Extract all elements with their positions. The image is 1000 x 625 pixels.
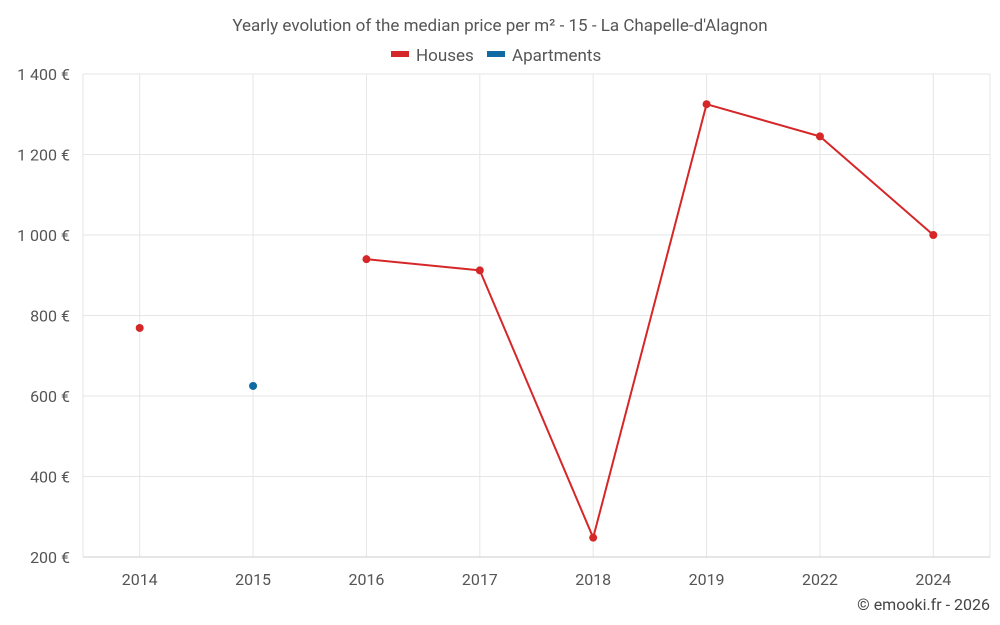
x-tick-label: 2016 <box>348 570 384 589</box>
legend-swatch-apartments[interactable] <box>487 51 505 57</box>
y-tick-label: 600 € <box>30 387 70 406</box>
legend-swatch-houses[interactable] <box>391 51 409 57</box>
data-point-houses[interactable] <box>702 100 711 109</box>
series-line-houses <box>366 103 934 539</box>
data-point-houses[interactable] <box>135 323 144 332</box>
x-tick-label: 2015 <box>235 570 271 589</box>
axis-layer: 200 € 400 € 600 € 800 € 1 000 € 1 200 € 1 400 … <box>17 65 990 589</box>
y-tick-label: 1 400 € <box>17 65 70 84</box>
legend-label-apartments[interactable]: Apartments <box>512 46 601 66</box>
x-tick-label: 2017 <box>462 570 498 589</box>
series-layer <box>135 100 938 542</box>
y-tick-label: 1 000 € <box>17 226 70 245</box>
x-tick-label: 2014 <box>122 570 158 589</box>
legend[interactable]: Houses Apartments <box>391 46 601 66</box>
x-tick-label: 2018 <box>575 570 611 589</box>
credit-text: © emooki.fr - 2026 <box>857 595 990 614</box>
x-tick-label: 2022 <box>802 570 838 589</box>
y-tick-label: 200 € <box>30 548 70 567</box>
x-tick-label: 2019 <box>689 570 725 589</box>
y-tick-label: 800 € <box>30 307 70 326</box>
data-point-apartments[interactable] <box>249 381 258 390</box>
data-point-houses[interactable] <box>589 533 598 542</box>
data-point-houses[interactable] <box>362 255 371 264</box>
y-tick-label: 1 200 € <box>17 146 70 165</box>
data-point-houses[interactable] <box>475 266 484 275</box>
y-tick-label: 400 € <box>30 468 70 487</box>
data-point-houses[interactable] <box>929 231 938 239</box>
x-tick-label: 2024 <box>915 570 951 589</box>
legend-label-houses[interactable]: Houses <box>416 46 474 66</box>
grid-layer <box>82 73 991 557</box>
data-point-houses[interactable] <box>815 132 824 141</box>
chart-title: Yearly evolution of the median price per… <box>232 16 767 36</box>
